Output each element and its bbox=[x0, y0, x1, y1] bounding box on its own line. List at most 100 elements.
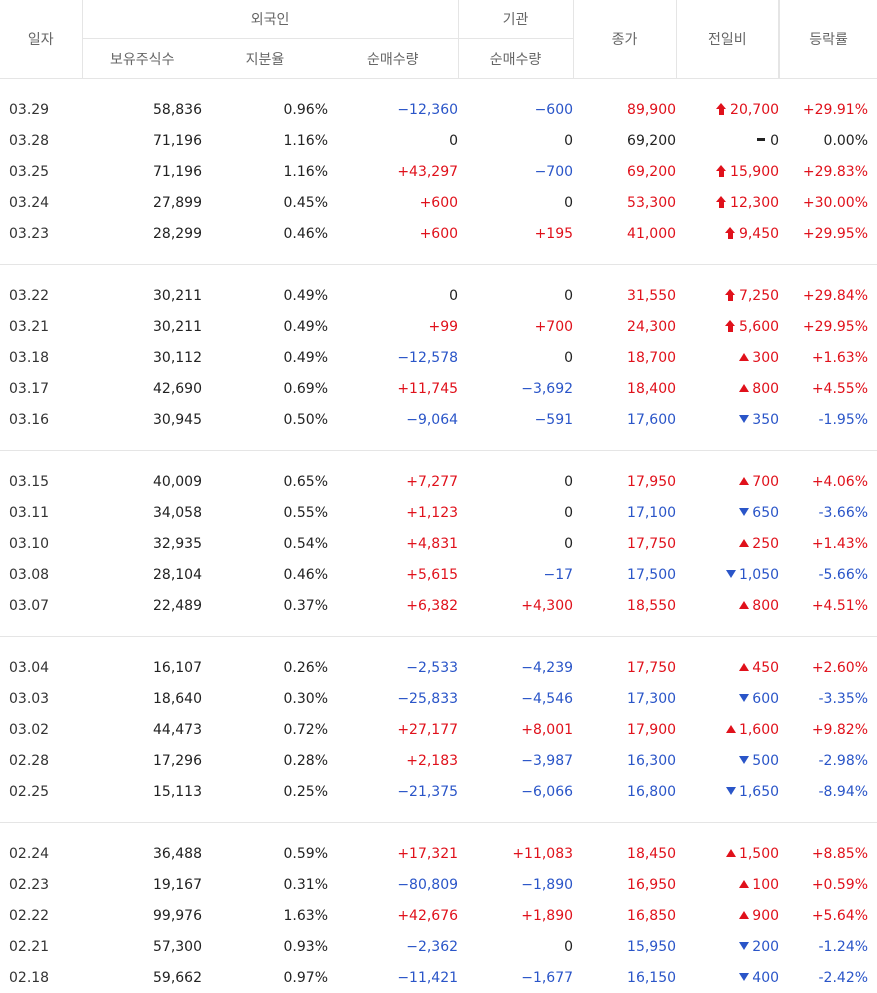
institution-net-cell: +195 bbox=[458, 218, 573, 249]
foreign-net-cell: +27,177 bbox=[328, 714, 458, 745]
up-triangle-icon bbox=[739, 601, 749, 609]
rate-cell: +29.84% bbox=[779, 280, 877, 311]
foreign-net-cell: +5,615 bbox=[328, 559, 458, 590]
down-triangle-icon bbox=[726, 787, 736, 795]
limit-up-arrow-icon bbox=[716, 196, 727, 208]
change-value: 0 bbox=[770, 133, 779, 149]
institution-net-cell: −3,987 bbox=[458, 745, 573, 776]
row-spacer bbox=[0, 823, 877, 839]
change-value: 1,600 bbox=[739, 722, 779, 738]
institution-net-cell: −4,546 bbox=[458, 683, 573, 714]
change-value: 900 bbox=[752, 908, 779, 924]
holdings-cell: 58,836 bbox=[82, 94, 202, 125]
down-triangle-icon bbox=[739, 942, 749, 950]
change-value: 5,600 bbox=[739, 319, 779, 335]
holdings-cell: 28,104 bbox=[82, 559, 202, 590]
institution-net-cell: −6,066 bbox=[458, 776, 573, 807]
col-header-change: 전일비 bbox=[676, 0, 779, 79]
close-price-cell: 17,750 bbox=[573, 528, 676, 559]
date-cell: 02.18 bbox=[0, 962, 82, 993]
group-divider bbox=[0, 807, 877, 823]
foreign-net-cell: +6,382 bbox=[328, 590, 458, 621]
change-value: 500 bbox=[752, 753, 779, 769]
date-cell: 03.15 bbox=[0, 466, 82, 497]
close-price-cell: 17,950 bbox=[573, 466, 676, 497]
close-price-cell: 16,950 bbox=[573, 869, 676, 900]
change-cell: 450 bbox=[676, 652, 779, 683]
date-cell: 02.22 bbox=[0, 900, 82, 931]
change-cell: 1,500 bbox=[676, 838, 779, 869]
change-cell: 200 bbox=[676, 931, 779, 962]
change-cell: 350 bbox=[676, 404, 779, 435]
foreign-net-cell: +600 bbox=[328, 187, 458, 218]
change-cell: 5,600 bbox=[676, 311, 779, 342]
institution-net-cell: −17 bbox=[458, 559, 573, 590]
col-header-institution-net: 순매수량 bbox=[458, 39, 573, 79]
holdings-cell: 27,899 bbox=[82, 187, 202, 218]
close-price-cell: 53,300 bbox=[573, 187, 676, 218]
change-value: 1,050 bbox=[739, 567, 779, 583]
limit-up-arrow-icon bbox=[716, 103, 727, 115]
holdings-cell: 30,112 bbox=[82, 342, 202, 373]
change-value: 300 bbox=[752, 350, 779, 366]
holdings-cell: 30,211 bbox=[82, 280, 202, 311]
rate-cell: -2.42% bbox=[779, 962, 877, 993]
close-price-cell: 17,100 bbox=[573, 497, 676, 528]
ratio-cell: 0.93% bbox=[202, 931, 328, 962]
ratio-cell: 0.45% bbox=[202, 187, 328, 218]
rate-cell: -3.35% bbox=[779, 683, 877, 714]
date-cell: 03.07 bbox=[0, 590, 82, 621]
rate-cell: +4.51% bbox=[779, 590, 877, 621]
date-cell: 03.04 bbox=[0, 652, 82, 683]
down-triangle-icon bbox=[739, 756, 749, 764]
institution-net-cell: +11,083 bbox=[458, 838, 573, 869]
date-cell: 03.28 bbox=[0, 125, 82, 156]
ratio-cell: 0.46% bbox=[202, 559, 328, 590]
institution-net-cell: +1,890 bbox=[458, 900, 573, 931]
change-value: 12,300 bbox=[730, 195, 779, 211]
up-triangle-icon bbox=[739, 911, 749, 919]
date-cell: 03.16 bbox=[0, 404, 82, 435]
institution-net-cell: +4,300 bbox=[458, 590, 573, 621]
col-header-close: 종가 bbox=[573, 0, 676, 79]
change-cell: 800 bbox=[676, 373, 779, 404]
date-cell: 03.23 bbox=[0, 218, 82, 249]
row-spacer bbox=[0, 265, 877, 281]
foreign-net-cell: 0 bbox=[328, 280, 458, 311]
change-value: 400 bbox=[752, 970, 779, 986]
institution-net-cell: −3,692 bbox=[458, 373, 573, 404]
down-triangle-icon bbox=[739, 508, 749, 516]
change-value: 1,650 bbox=[739, 784, 779, 800]
holdings-cell: 44,473 bbox=[82, 714, 202, 745]
ratio-cell: 0.49% bbox=[202, 280, 328, 311]
foreign-net-cell: −12,360 bbox=[328, 94, 458, 125]
date-cell: 03.02 bbox=[0, 714, 82, 745]
foreign-net-cell: −2,533 bbox=[328, 652, 458, 683]
holdings-cell: 42,690 bbox=[82, 373, 202, 404]
foreign-net-cell: +42,676 bbox=[328, 900, 458, 931]
change-cell: 400 bbox=[676, 962, 779, 993]
ratio-cell: 0.55% bbox=[202, 497, 328, 528]
holdings-cell: 36,488 bbox=[82, 838, 202, 869]
change-value: 200 bbox=[752, 939, 779, 955]
change-cell: 15,900 bbox=[676, 156, 779, 187]
date-cell: 03.10 bbox=[0, 528, 82, 559]
col-header-foreign-net: 순매수량 bbox=[328, 39, 458, 79]
close-price-cell: 31,550 bbox=[573, 280, 676, 311]
close-price-cell: 17,900 bbox=[573, 714, 676, 745]
group-divider bbox=[0, 249, 877, 265]
foreign-net-cell: +11,745 bbox=[328, 373, 458, 404]
ratio-cell: 0.65% bbox=[202, 466, 328, 497]
ratio-cell: 0.54% bbox=[202, 528, 328, 559]
foreign-net-cell: −9,064 bbox=[328, 404, 458, 435]
holdings-cell: 57,300 bbox=[82, 931, 202, 962]
date-cell: 03.25 bbox=[0, 156, 82, 187]
